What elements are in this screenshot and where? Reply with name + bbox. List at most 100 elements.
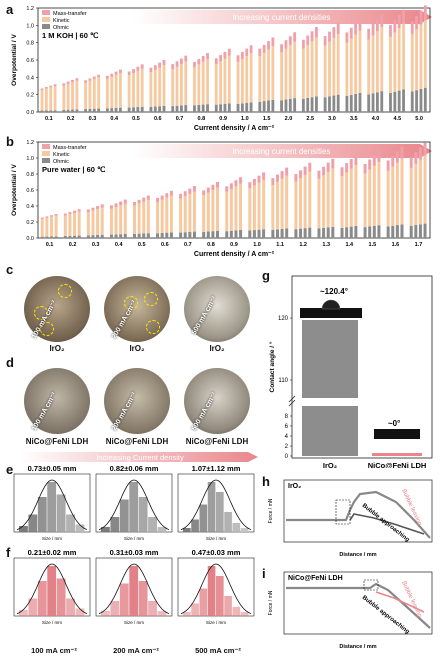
bar-segment <box>146 233 150 238</box>
bar-segment <box>160 199 164 233</box>
bar-segment <box>288 98 292 112</box>
x-axis-label: Distance / mm <box>339 644 376 650</box>
bar-segment <box>179 64 183 106</box>
x-tick-label: 0.9 <box>230 242 238 248</box>
bar-segment <box>193 61 196 68</box>
bar-segment <box>345 95 349 112</box>
photo-d3 <box>184 368 250 434</box>
bar-segment <box>354 154 358 166</box>
bar-segment <box>271 99 275 112</box>
x-tick-label: 2.5 <box>306 116 314 122</box>
bar-segment <box>402 23 405 90</box>
x-tick-label: 1.6 <box>392 242 400 248</box>
hist-bar <box>224 596 232 616</box>
bar-segment <box>158 62 162 68</box>
bar-segment <box>156 201 160 234</box>
bar-segment <box>75 109 79 112</box>
bar-segment <box>179 193 183 199</box>
banner-increasing-current-density: Increasing Current density <box>20 452 258 462</box>
bar-segment <box>317 228 321 238</box>
legend-label: Mass-transfer <box>53 11 87 17</box>
bar-segment <box>354 34 358 94</box>
bar-segment <box>293 98 297 112</box>
bar-segment <box>393 91 397 112</box>
x-tick-label: 1.0 <box>253 242 261 248</box>
bar-segment <box>140 106 144 112</box>
bar-segment <box>201 104 205 112</box>
y-tick-label: 1.0 <box>26 156 34 162</box>
bar-segment <box>280 44 283 53</box>
x-tick-label: 0.7 <box>176 116 184 122</box>
sample-label: IrO₂ <box>288 483 301 490</box>
bar-segment <box>202 190 206 196</box>
force-curve-approaching <box>349 513 425 535</box>
x-tick-label: 0.2 <box>69 242 77 248</box>
x-tick-label: 1.5 <box>369 242 377 248</box>
bar-segment <box>310 97 314 112</box>
bar-segment <box>280 52 283 101</box>
bar-segment <box>197 64 201 105</box>
bar-segment <box>146 195 150 200</box>
bar-segment <box>239 230 243 238</box>
bar-segment <box>418 159 422 225</box>
condition-label: Pure water | 60 ℃ <box>42 165 106 174</box>
bar-segment <box>75 78 79 81</box>
bar-segment <box>45 236 49 238</box>
bar-segment <box>165 193 169 198</box>
bar-segment <box>386 160 390 171</box>
legend-swatch <box>42 17 50 22</box>
bar-segment <box>323 97 327 112</box>
bar-segment <box>239 177 243 184</box>
bar-segment <box>306 44 310 98</box>
bar-segment <box>336 94 340 112</box>
bar-segment <box>44 87 48 89</box>
panel-f-label: f <box>6 545 11 560</box>
bar-segment <box>53 84 57 86</box>
bar-segment <box>40 89 44 111</box>
bar-segment <box>229 189 233 231</box>
bar-segment <box>303 228 307 238</box>
bar-segment <box>410 21 414 34</box>
panel-i-label: i <box>262 566 266 581</box>
bar-segment <box>236 61 240 104</box>
bar-segment <box>53 110 57 112</box>
bar-segment <box>114 107 118 112</box>
bar-segment <box>77 235 81 238</box>
x-tick-label: 0.1 <box>46 242 54 248</box>
bar-segment <box>63 215 67 236</box>
bar-segment <box>160 195 164 200</box>
bar-segment <box>171 106 175 112</box>
bar-segment <box>288 45 292 99</box>
banner-arrow <box>133 10 432 24</box>
bar-segment <box>179 232 183 238</box>
bar-segment <box>323 36 327 46</box>
bar-segment <box>372 165 376 226</box>
bar-segment <box>40 88 44 90</box>
bar-segment <box>184 55 188 62</box>
bar-segment <box>183 191 187 197</box>
bar-segment <box>349 168 353 227</box>
bar-segment <box>110 73 114 77</box>
bar-segment <box>345 42 349 96</box>
bar-segment <box>317 170 321 179</box>
hist-bar <box>28 598 38 616</box>
bar-segment <box>389 92 392 112</box>
bar-segment <box>214 104 218 112</box>
bar-segment <box>54 236 58 238</box>
hist-bar <box>157 527 167 532</box>
bar-segment <box>105 75 109 79</box>
bar-segment <box>179 198 183 233</box>
hist-bar <box>110 601 120 616</box>
y-tick-label: 120 <box>278 316 289 322</box>
photo-c3 <box>184 276 250 342</box>
bar-segment <box>299 178 303 229</box>
bar-segment <box>179 58 183 65</box>
bar-segment <box>97 74 101 78</box>
x-label-ldh: NiCo@FeNi LDH <box>368 461 427 468</box>
bar-segment <box>419 88 423 112</box>
y-tick-label: 2 <box>285 444 289 450</box>
bar-segment <box>315 96 318 112</box>
hist-bar <box>47 482 57 532</box>
bar-segment <box>188 193 192 232</box>
bar-segment <box>284 99 288 112</box>
